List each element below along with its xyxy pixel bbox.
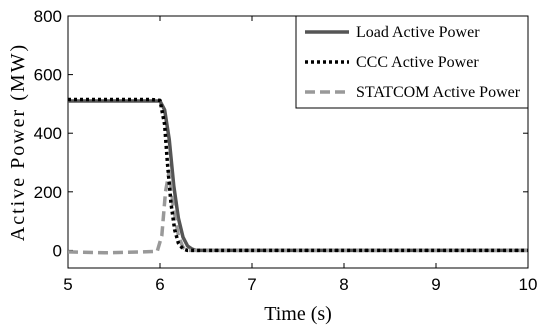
legend: Load Active Power CCC Active Power STATC…: [295, 15, 529, 109]
y-tick-label: 200: [34, 183, 62, 202]
y-tick-label: 0: [53, 241, 62, 260]
y-tick-label: 800: [34, 7, 62, 26]
y-axis-label: Active Power (MW): [7, 43, 29, 241]
axis-ticks: 5 6 7 8 9 10 0 200 400 600 800: [34, 7, 537, 294]
x-tick-label: 5: [63, 275, 72, 294]
x-tick-label: 7: [247, 275, 256, 294]
y-tick-label: 400: [34, 124, 62, 143]
legend-label-load: Load Active Power: [356, 24, 480, 41]
x-tick-label: 9: [431, 275, 440, 294]
series-line-load-active-power: [68, 99, 528, 253]
series-line-statcom-active-power: [68, 169, 528, 255]
x-tick-label: 10: [519, 275, 537, 294]
x-axis-label: Time (s): [264, 303, 332, 325]
legend-label-statcom: STATCOM Active Power: [356, 84, 521, 101]
y-tick-label: 600: [34, 66, 62, 85]
series-line-ccc-active-power: [68, 97, 528, 253]
series-group: [68, 97, 528, 255]
x-tick-label: 6: [155, 275, 164, 294]
x-tick-label: 8: [339, 275, 348, 294]
legend-label-ccc: CCC Active Power: [356, 54, 479, 71]
